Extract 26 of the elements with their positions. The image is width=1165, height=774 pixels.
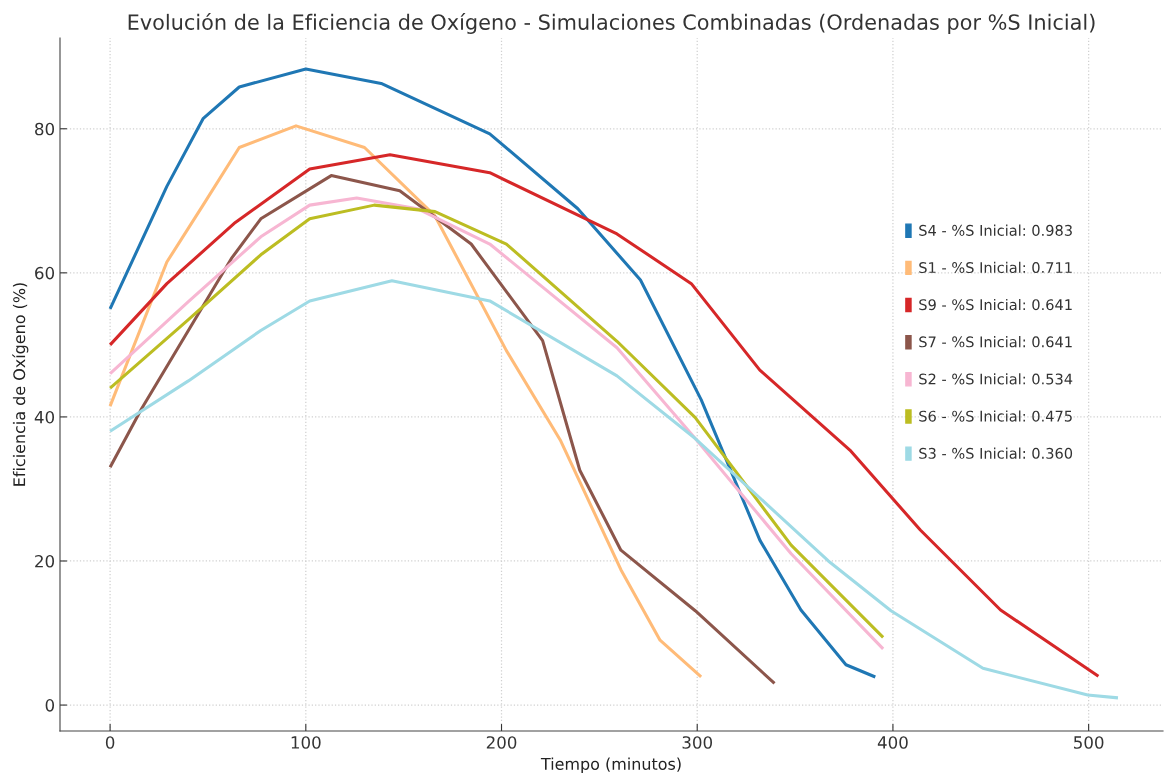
line-series: [108, 124, 703, 679]
y-tick-label: 40: [34, 410, 55, 424]
legend-label: S6 - %S Inicial: 0.475: [919, 410, 1072, 422]
line-series: [108, 67, 877, 679]
legend-label: S4 - %S Inicial: 0.983: [919, 224, 1072, 236]
x-tick-label: 100: [291, 736, 321, 749]
legend-label: S3 - %S Inicial: 0.360: [919, 447, 1073, 459]
legend-label: S9 - %S Inicial: 0.641: [919, 298, 1072, 311]
x-tick-label: 300: [682, 736, 713, 749]
legend-label: S1 - %S Inicial: 0.711: [919, 261, 1072, 274]
x-tick-label: 0: [105, 736, 115, 749]
x-tick-label: 500: [1074, 736, 1104, 749]
y-axis-title: Eficiencia de Oxígeno (%): [12, 283, 29, 486]
line-series: [108, 174, 777, 685]
y-tick-label: 60: [35, 266, 55, 280]
x-tick-label: 200: [486, 736, 517, 749]
y-tick-label: 20: [35, 554, 55, 568]
x-tick-label: 400: [877, 736, 908, 749]
chart-title: Evolución de la Eficiencia de Oxígeno - Simulaciones Combinadas (Ordenadas por %S Inicial): [128, 13, 1095, 34]
line-series: [108, 279, 1120, 700]
y-tick-label: 80: [35, 122, 55, 136]
y-tick-label: 0: [45, 699, 55, 712]
legend-label: S7 - %S Inicial: 0.641: [919, 336, 1072, 348]
line-series: [108, 153, 1100, 678]
legend-label: S2 - %S Inicial: 0.534: [919, 373, 1073, 385]
x-axis-title: Tiempo (minutos): [540, 757, 681, 773]
